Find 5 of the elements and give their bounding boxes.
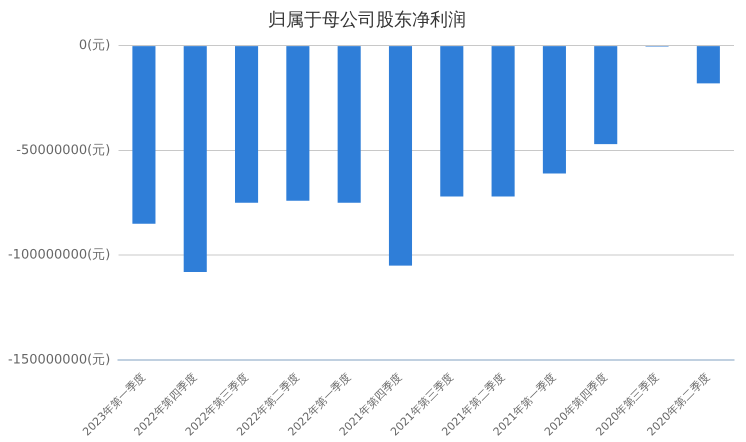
y-tick-label: -100000000(元) — [8, 248, 110, 263]
y-tick-label: -50000000(元) — [16, 142, 110, 158]
chart-title: 归属于母公司股东净利润 — [268, 9, 466, 30]
y-tick-label: -150000000(元) — [8, 352, 110, 368]
y-tick-label: 0(元) — [78, 38, 110, 53]
